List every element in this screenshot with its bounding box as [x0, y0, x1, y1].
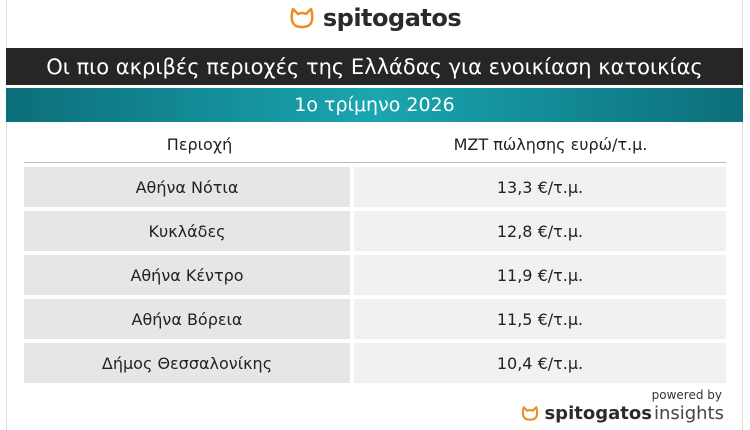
logo: spitogatos: [0, 4, 750, 32]
powered-by: powered by: [651, 388, 722, 402]
table-cell: 10,4 €/τ.μ.: [354, 343, 726, 383]
table-cell: Δήμος Θεσσαλονίκης: [24, 343, 350, 383]
table-cell: 11,9 €/τ.μ.: [354, 255, 726, 295]
footer-brand: spitogatos: [544, 403, 652, 424]
table-row: Αθήνα Νότια 13,3 €/τ.μ.: [24, 167, 726, 207]
table-header: Περιοχή ΜΖΤ πώλησης ευρώ/τ.μ.: [24, 126, 726, 163]
table-cell: Κυκλάδες: [24, 211, 350, 251]
header-cell: Περιοχή: [166, 134, 233, 154]
logo-text: spitogatos: [322, 4, 462, 32]
table-row: Αθήνα Βόρεια 11,5 €/τ.μ.: [24, 299, 726, 339]
table-cell: 12,8 €/τ.μ.: [354, 211, 726, 251]
subtitle: 1ο τρίμηνο 2026: [6, 88, 743, 122]
logo-icon: [290, 7, 314, 29]
footer-suffix: insights: [653, 403, 724, 424]
table: Περιοχή ΜΖΤ πώλησης ευρώ/τ.μ. Αθήνα Νότι…: [24, 126, 726, 383]
frame: [6, 0, 743, 430]
footer-logo-icon: [522, 406, 539, 421]
table-cell: 13,3 €/τ.μ.: [354, 167, 726, 207]
footer-logo: spitogatos insights: [521, 403, 724, 424]
table-row: Κυκλάδες 12,8 €/τ.μ.: [24, 211, 726, 251]
header-cell: ΜΖΤ πώλησης ευρώ/τ.μ.: [453, 134, 648, 154]
table-row: Αθήνα Κέντρο 11,9 €/τ.μ.: [24, 255, 726, 295]
table-cell: 11,5 €/τ.μ.: [354, 299, 726, 339]
title: Οι πιο ακριβές περιοχές της Ελλάδας για …: [6, 48, 743, 85]
table-cell: Αθήνα Κέντρο: [24, 255, 350, 295]
table-row: Δήμος Θεσσαλονίκης 10,4 €/τ.μ.: [24, 343, 726, 383]
table-cell: Αθήνα Νότια: [24, 167, 350, 207]
table-cell: Αθήνα Βόρεια: [24, 299, 350, 339]
